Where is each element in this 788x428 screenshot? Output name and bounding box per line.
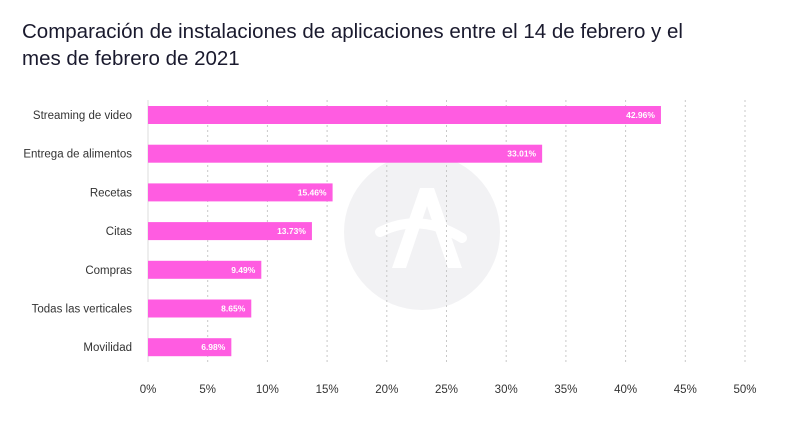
x-tick-label: 25%: [435, 384, 458, 396]
data-label: 15.46%: [298, 187, 327, 197]
category-label: Entrega de alimentos: [23, 149, 132, 161]
x-tick-label: 30%: [495, 384, 518, 396]
category-label: Movilidad: [83, 342, 132, 354]
bar: [148, 338, 232, 357]
x-tick-label: 40%: [614, 384, 637, 396]
bar: [148, 183, 333, 202]
bar: [148, 144, 543, 163]
x-tick-label: 5%: [199, 384, 216, 396]
x-tick-label: 35%: [554, 384, 577, 396]
data-label: 13.73%: [277, 226, 306, 236]
data-label: 6.98%: [201, 342, 226, 352]
bar: [148, 106, 661, 124]
x-tick-label: 0%: [140, 384, 157, 396]
data-label: 42.96%: [626, 110, 655, 120]
x-tick-label: 20%: [375, 384, 398, 396]
data-label: 33.01%: [507, 149, 536, 159]
x-tick-label: 45%: [674, 384, 697, 396]
x-tick-label: 15%: [316, 384, 339, 396]
x-tick-label: 50%: [733, 384, 756, 396]
adjust-logo-icon: [344, 154, 500, 310]
category-label: Recetas: [90, 187, 132, 199]
category-label: Compras: [85, 265, 132, 277]
chart-title: Comparación de instalaciones de aplicaci…: [22, 20, 683, 70]
x-tick-label: 10%: [256, 384, 279, 396]
category-label: Citas: [106, 226, 132, 238]
category-label: Streaming de video: [33, 110, 132, 122]
category-label: Todas las verticales: [32, 304, 133, 316]
data-label: 9.49%: [231, 265, 256, 275]
bar: [148, 222, 312, 241]
data-label: 8.65%: [221, 304, 246, 314]
bar: [148, 299, 252, 318]
bar: [148, 260, 262, 279]
